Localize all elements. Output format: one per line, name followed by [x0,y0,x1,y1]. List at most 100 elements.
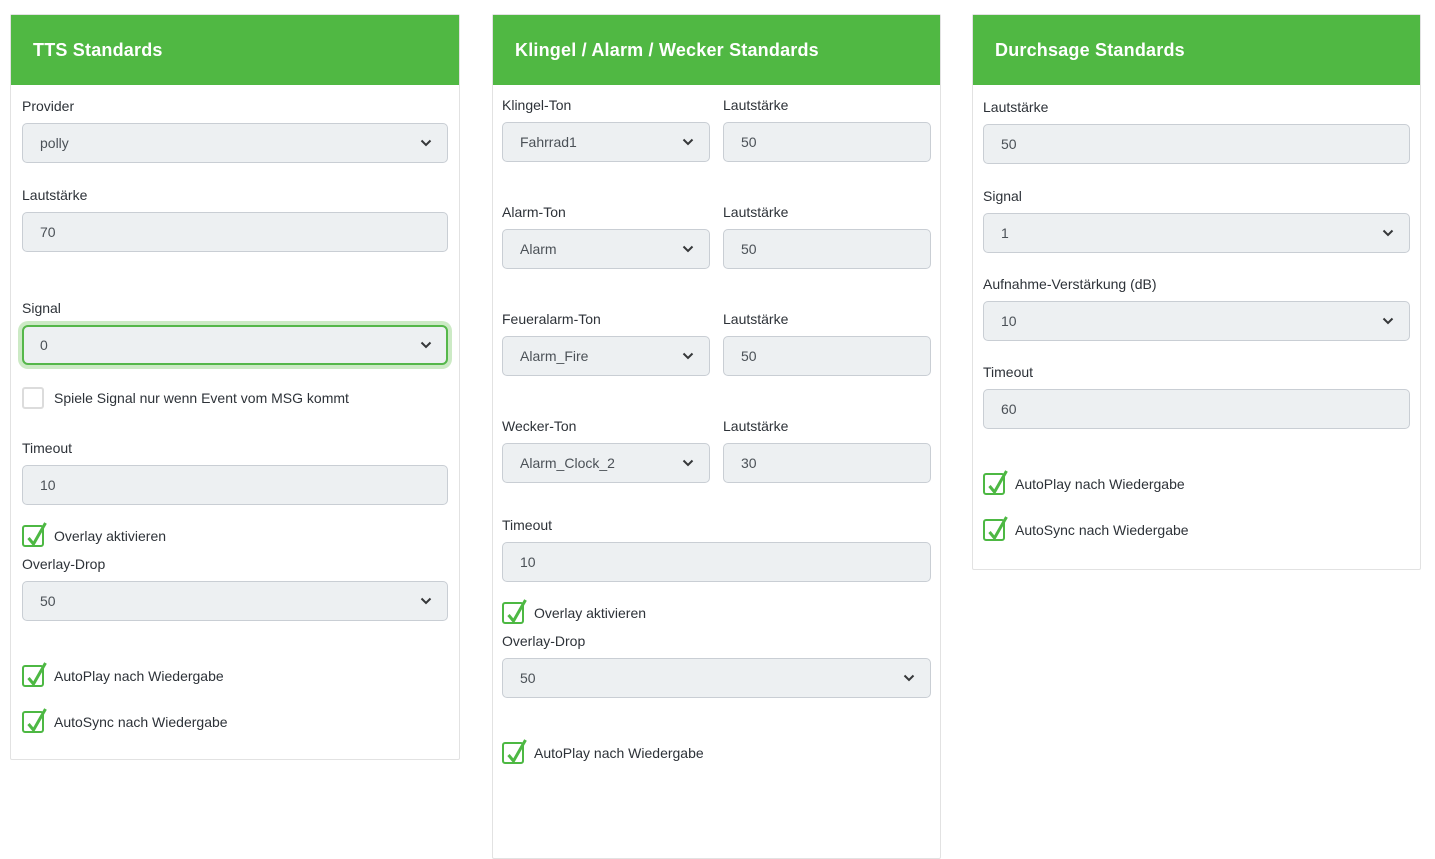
durchsage-standards-card: Durchsage Standards Lautstärke Signal 1 … [972,14,1421,570]
durchsage-signal-select[interactable]: 1 [983,213,1410,253]
tts-provider-select[interactable]: polly [22,123,448,163]
durchsage-timeout-input[interactable] [983,389,1410,429]
tts-overlay-aktivieren-checkbox[interactable] [22,522,47,547]
klingel-overlay-drop-group: Overlay-Drop 50 [502,633,931,698]
tts-overlay-aktivieren-checkbox-label: Overlay aktivieren [54,528,167,544]
checkmark-icon [507,599,527,624]
checkmark-icon [27,708,47,733]
alarm-ton-select[interactable]: Alarm [502,229,710,269]
tts-timeout-input[interactable] [22,465,448,505]
klingel-lautstaerke-label: Lautstärke [723,97,789,113]
durchsage-card-header: Durchsage Standards [973,15,1420,85]
tts-provider-select-value: polly [40,135,69,151]
tts-overlay-drop-label: Overlay-Drop [22,556,106,572]
checkmark-icon [27,662,47,687]
klingel-overlay-drop-select[interactable]: 50 [502,658,931,698]
alarm-lautstaerke-label: Lautstärke [723,204,789,220]
feueralarm-lautstaerke-input[interactable] [723,336,931,376]
alarm-ton-select-value: Alarm [520,241,557,257]
durchsage-lautstaerke-input[interactable] [983,124,1410,164]
chevron-down-icon [420,597,432,605]
durchsage-autoplay-checkbox[interactable] [983,470,1008,495]
klingel-overlay-aktivieren-checkbox-label: Overlay aktivieren [534,605,647,621]
klingel-overlay-drop-select-value: 50 [520,670,536,686]
tts-overlay-aktivieren-checkbox-row[interactable]: Overlay aktivieren [22,522,448,548]
tts-timeout-label: Timeout [22,440,73,456]
klingel-autoplay-checkbox-label: AutoPlay nach Wiedergabe [534,745,704,761]
tts-autoplay-checkbox[interactable] [22,662,47,687]
feueralarm-ton-label: Feueralarm-Ton [502,311,601,327]
durchsage-autosync-checkbox-row[interactable]: AutoSync nach Wiedergabe [983,516,1410,542]
klingel-card-header: Klingel / Alarm / Wecker Standards [493,15,940,85]
tts-timeout-group: Timeout [22,440,448,505]
klingel-ton-label: Klingel-Ton [502,97,572,113]
klingel-ton-select-value: Fahrrad1 [520,134,577,150]
klingel-ton-select[interactable]: Fahrrad1 [502,122,710,162]
chevron-down-icon [1382,317,1394,325]
tts-overlay-drop-group: Overlay-Drop 50 [22,556,448,621]
durchsage-autoplay-checkbox-label: AutoPlay nach Wiedergabe [1015,476,1185,492]
durchsage-timeout-group: Timeout [983,364,1410,429]
chevron-down-icon [682,459,694,467]
checkmark-icon [507,739,527,764]
wecker-lautstaerke-input[interactable] [723,443,931,483]
klingel-autoplay-checkbox[interactable] [502,739,527,764]
alarm-ton-row: Alarm-Ton Alarm Lautstärke [502,204,931,269]
tts-card-body: Provider polly Lautstärke Signal 0 Spiel… [11,85,459,734]
durchsage-autosync-checkbox[interactable] [983,516,1008,541]
tts-lautstaerke-input[interactable] [22,212,448,252]
tts-signal-label: Signal [22,300,61,316]
durchsage-lautstaerke-group: Lautstärke [983,99,1410,164]
klingel-autoplay-checkbox-row[interactable]: AutoPlay nach Wiedergabe [502,739,931,765]
klingel-overlay-drop-label: Overlay-Drop [502,633,586,649]
chevron-down-icon [903,674,915,682]
chevron-down-icon [1382,229,1394,237]
tts-autosync-checkbox[interactable] [22,708,47,733]
wecker-ton-select[interactable]: Alarm_Clock_2 [502,443,710,483]
tts-autosync-checkbox-label: AutoSync nach Wiedergabe [54,714,228,730]
durchsage-aufnahme-select-value: 10 [1001,313,1017,329]
tts-card-header: TTS Standards [11,15,459,85]
tts-overlay-drop-select-value: 50 [40,593,56,609]
durchsage-aufnahme-group: Aufnahme-Verstärkung (dB) 10 [983,276,1410,341]
durchsage-autosync-checkbox-label: AutoSync nach Wiedergabe [1015,522,1189,538]
chevron-down-icon [682,352,694,360]
klingel-lautstaerke-input[interactable] [723,122,931,162]
durchsage-signal-label: Signal [983,188,1022,204]
durchsage-timeout-label: Timeout [983,364,1034,380]
chevron-down-icon [682,245,694,253]
checkmark-icon [27,522,47,547]
feueralarm-ton-select[interactable]: Alarm_Fire [502,336,710,376]
klingel-timeout-input[interactable] [502,542,931,582]
checkmark-icon [988,470,1008,495]
durchsage-aufnahme-select[interactable]: 10 [983,301,1410,341]
chevron-down-icon [420,139,432,147]
klingel-overlay-aktivieren-checkbox[interactable] [502,599,527,624]
tts-lautstaerke-group: Lautstärke [22,187,448,252]
tts-lautstaerke-label: Lautstärke [22,187,88,203]
tts-autoplay-checkbox-label: AutoPlay nach Wiedergabe [54,668,224,684]
wecker-ton-select-value: Alarm_Clock_2 [520,455,615,471]
wecker-ton-row: Wecker-Ton Alarm_Clock_2 Lautstärke [502,418,931,483]
wecker-lautstaerke-label: Lautstärke [723,418,789,434]
tts-standards-card: TTS Standards Provider polly Lautstärke … [10,14,460,760]
klingel-card-body: Klingel-Ton Fahrrad1 Lautstärke Alarm-To… [493,85,940,765]
tts-provider-group: Provider polly [22,98,448,163]
feueralarm-lautstaerke-label: Lautstärke [723,311,789,327]
tts-autosync-checkbox-row[interactable]: AutoSync nach Wiedergabe [22,708,448,734]
tts-autoplay-checkbox-row[interactable]: AutoPlay nach Wiedergabe [22,662,448,688]
alarm-lautstaerke-input[interactable] [723,229,931,269]
tts-spiele-signal-checkbox-row[interactable]: Spiele Signal nur wenn Event vom MSG kom… [22,386,448,410]
durchsage-lautstaerke-label: Lautstärke [983,99,1049,115]
durchsage-card-body: Lautstärke Signal 1 Aufnahme-Verstärkung… [973,85,1420,542]
klingel-timeout-group: Timeout [502,517,931,582]
klingel-timeout-label: Timeout [502,517,553,533]
durchsage-autoplay-checkbox-row[interactable]: AutoPlay nach Wiedergabe [983,470,1410,496]
tts-signal-select[interactable]: 0 [22,325,448,365]
durchsage-aufnahme-label: Aufnahme-Verstärkung (dB) [983,276,1157,292]
tts-signal-select-value: 0 [40,337,48,353]
feueralarm-ton-select-value: Alarm_Fire [520,348,589,364]
tts-overlay-drop-select[interactable]: 50 [22,581,448,621]
tts-spiele-signal-checkbox[interactable] [22,387,44,409]
klingel-overlay-aktivieren-checkbox-row[interactable]: Overlay aktivieren [502,599,931,625]
